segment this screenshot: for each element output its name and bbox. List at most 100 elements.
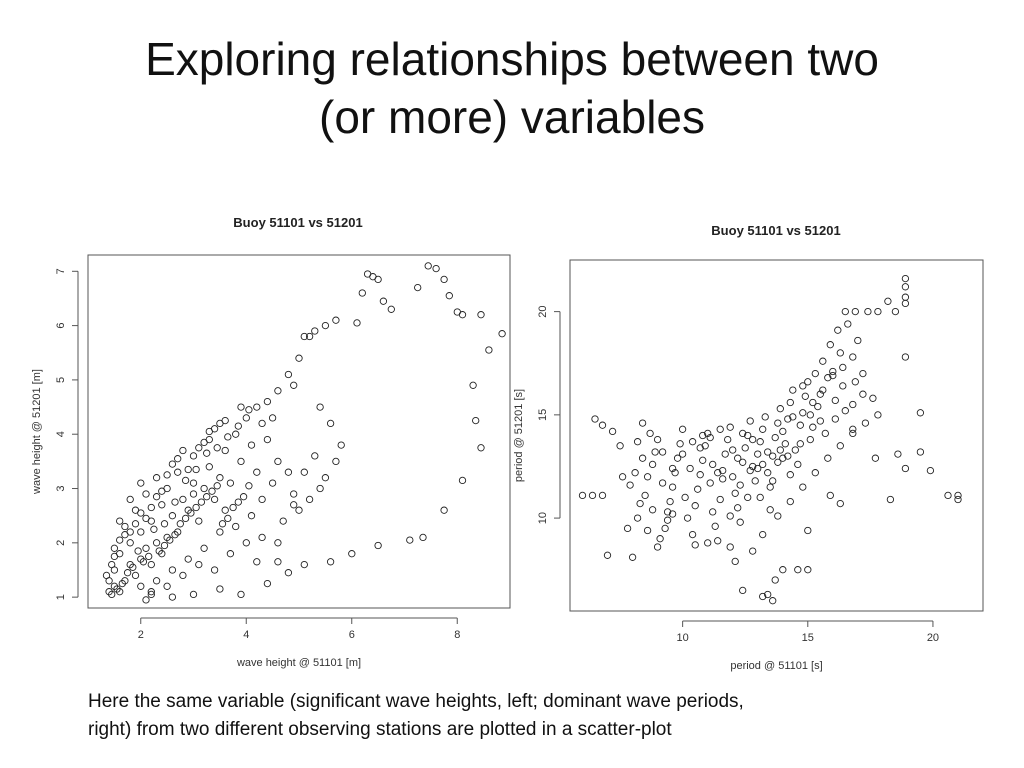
scatter-point — [258, 533, 266, 542]
scatter-point — [332, 316, 340, 324]
scatter-point — [284, 468, 293, 476]
y-tick-label: 4 — [55, 431, 67, 437]
scatter-point — [796, 440, 804, 448]
scatter-point — [756, 493, 764, 502]
scatter-point — [258, 495, 266, 504]
scatter-point — [142, 544, 150, 552]
scatter-point — [774, 512, 782, 520]
scatter-point — [203, 449, 211, 457]
scatter-point — [786, 471, 794, 479]
scatter-point — [661, 524, 669, 533]
scatter-point — [195, 517, 203, 525]
scatter-point — [874, 411, 882, 419]
scatter-point — [901, 464, 910, 473]
scatter-point — [724, 435, 732, 444]
scatter-point — [137, 509, 145, 517]
scatter-point — [184, 555, 192, 563]
y-tick-label: 20 — [537, 305, 549, 317]
scatter-point — [218, 520, 227, 528]
scatter-point — [126, 539, 134, 547]
scatter-point — [874, 307, 882, 316]
scatter-point — [588, 491, 597, 500]
scatter-point — [131, 571, 140, 580]
scatter-point — [591, 415, 599, 423]
scatter-point — [245, 482, 253, 490]
scatter-point — [179, 446, 187, 455]
scatter-point — [901, 274, 910, 283]
scatter-point — [699, 456, 707, 464]
scatter-point — [195, 560, 203, 569]
scatter-point — [216, 528, 224, 536]
scatter-point — [179, 571, 187, 580]
scatter-point — [242, 539, 250, 547]
scatter-point — [245, 406, 253, 414]
scatter-point — [668, 510, 677, 518]
scatter-point — [749, 547, 757, 555]
scatter-point — [769, 477, 777, 485]
scatter-point — [638, 454, 647, 462]
scatter-point — [926, 466, 935, 475]
scatter-point — [160, 541, 169, 550]
scatter-point — [578, 491, 587, 500]
scatter-point — [210, 495, 219, 504]
scatter-point — [739, 429, 747, 438]
scatter-point — [836, 442, 844, 450]
scatter-point — [731, 489, 739, 497]
scatter-point — [158, 550, 166, 558]
scatter-point — [764, 469, 772, 477]
scatter-point — [663, 516, 672, 524]
scatter-point — [137, 528, 145, 536]
scatter-point — [836, 349, 844, 357]
scatter-point — [886, 495, 895, 504]
scatter-point — [871, 454, 880, 462]
scatter-point — [869, 394, 877, 402]
scatter-point — [673, 454, 682, 462]
scatter-point — [839, 363, 847, 372]
scatter-point — [374, 275, 382, 284]
scatter-point — [916, 409, 925, 417]
chart-title: Buoy 51101 vs 51201 — [711, 223, 840, 238]
scatter-point — [694, 485, 702, 493]
scatter-point — [239, 493, 248, 501]
scatter-point — [295, 506, 303, 514]
scatter-point — [168, 566, 177, 574]
scatter-point — [116, 536, 124, 544]
scatter-point — [152, 539, 161, 547]
scatter-point — [759, 592, 767, 601]
scatter-point — [809, 398, 817, 407]
scatter-point — [295, 354, 303, 362]
scatter-point — [263, 579, 272, 588]
scatter-point — [221, 416, 229, 425]
scatter-point — [809, 423, 817, 431]
scatter-point — [305, 332, 314, 341]
scatter-point — [237, 457, 245, 466]
scatter-point — [658, 448, 667, 456]
scatter-point — [152, 474, 161, 482]
scatter-point — [699, 431, 707, 440]
scatter-point — [187, 509, 195, 517]
scatter-point — [651, 448, 659, 456]
scatter-point — [779, 454, 787, 462]
scatter-point — [706, 479, 714, 487]
x-tick-label: 8 — [454, 629, 460, 641]
x-tick-label: 15 — [802, 632, 814, 644]
scatter-point — [764, 448, 772, 456]
scatter-point — [678, 425, 687, 433]
scatter-point — [163, 471, 171, 479]
scatter-point — [736, 481, 744, 489]
scatter-point — [691, 541, 699, 549]
scatter-point — [598, 491, 607, 500]
scatter-point — [247, 512, 256, 520]
scatter-point — [706, 433, 714, 442]
scatter-point — [174, 528, 182, 536]
scatter-point — [668, 464, 677, 473]
scatter-point — [160, 520, 169, 528]
scatter-point — [826, 491, 834, 500]
scatter-point — [814, 402, 822, 411]
scatter-point — [819, 357, 827, 365]
scatter-point — [774, 458, 782, 466]
scatter-point — [794, 460, 802, 469]
scatter-point — [290, 381, 298, 389]
scatter-point — [671, 469, 679, 477]
scatter-point — [221, 446, 229, 455]
